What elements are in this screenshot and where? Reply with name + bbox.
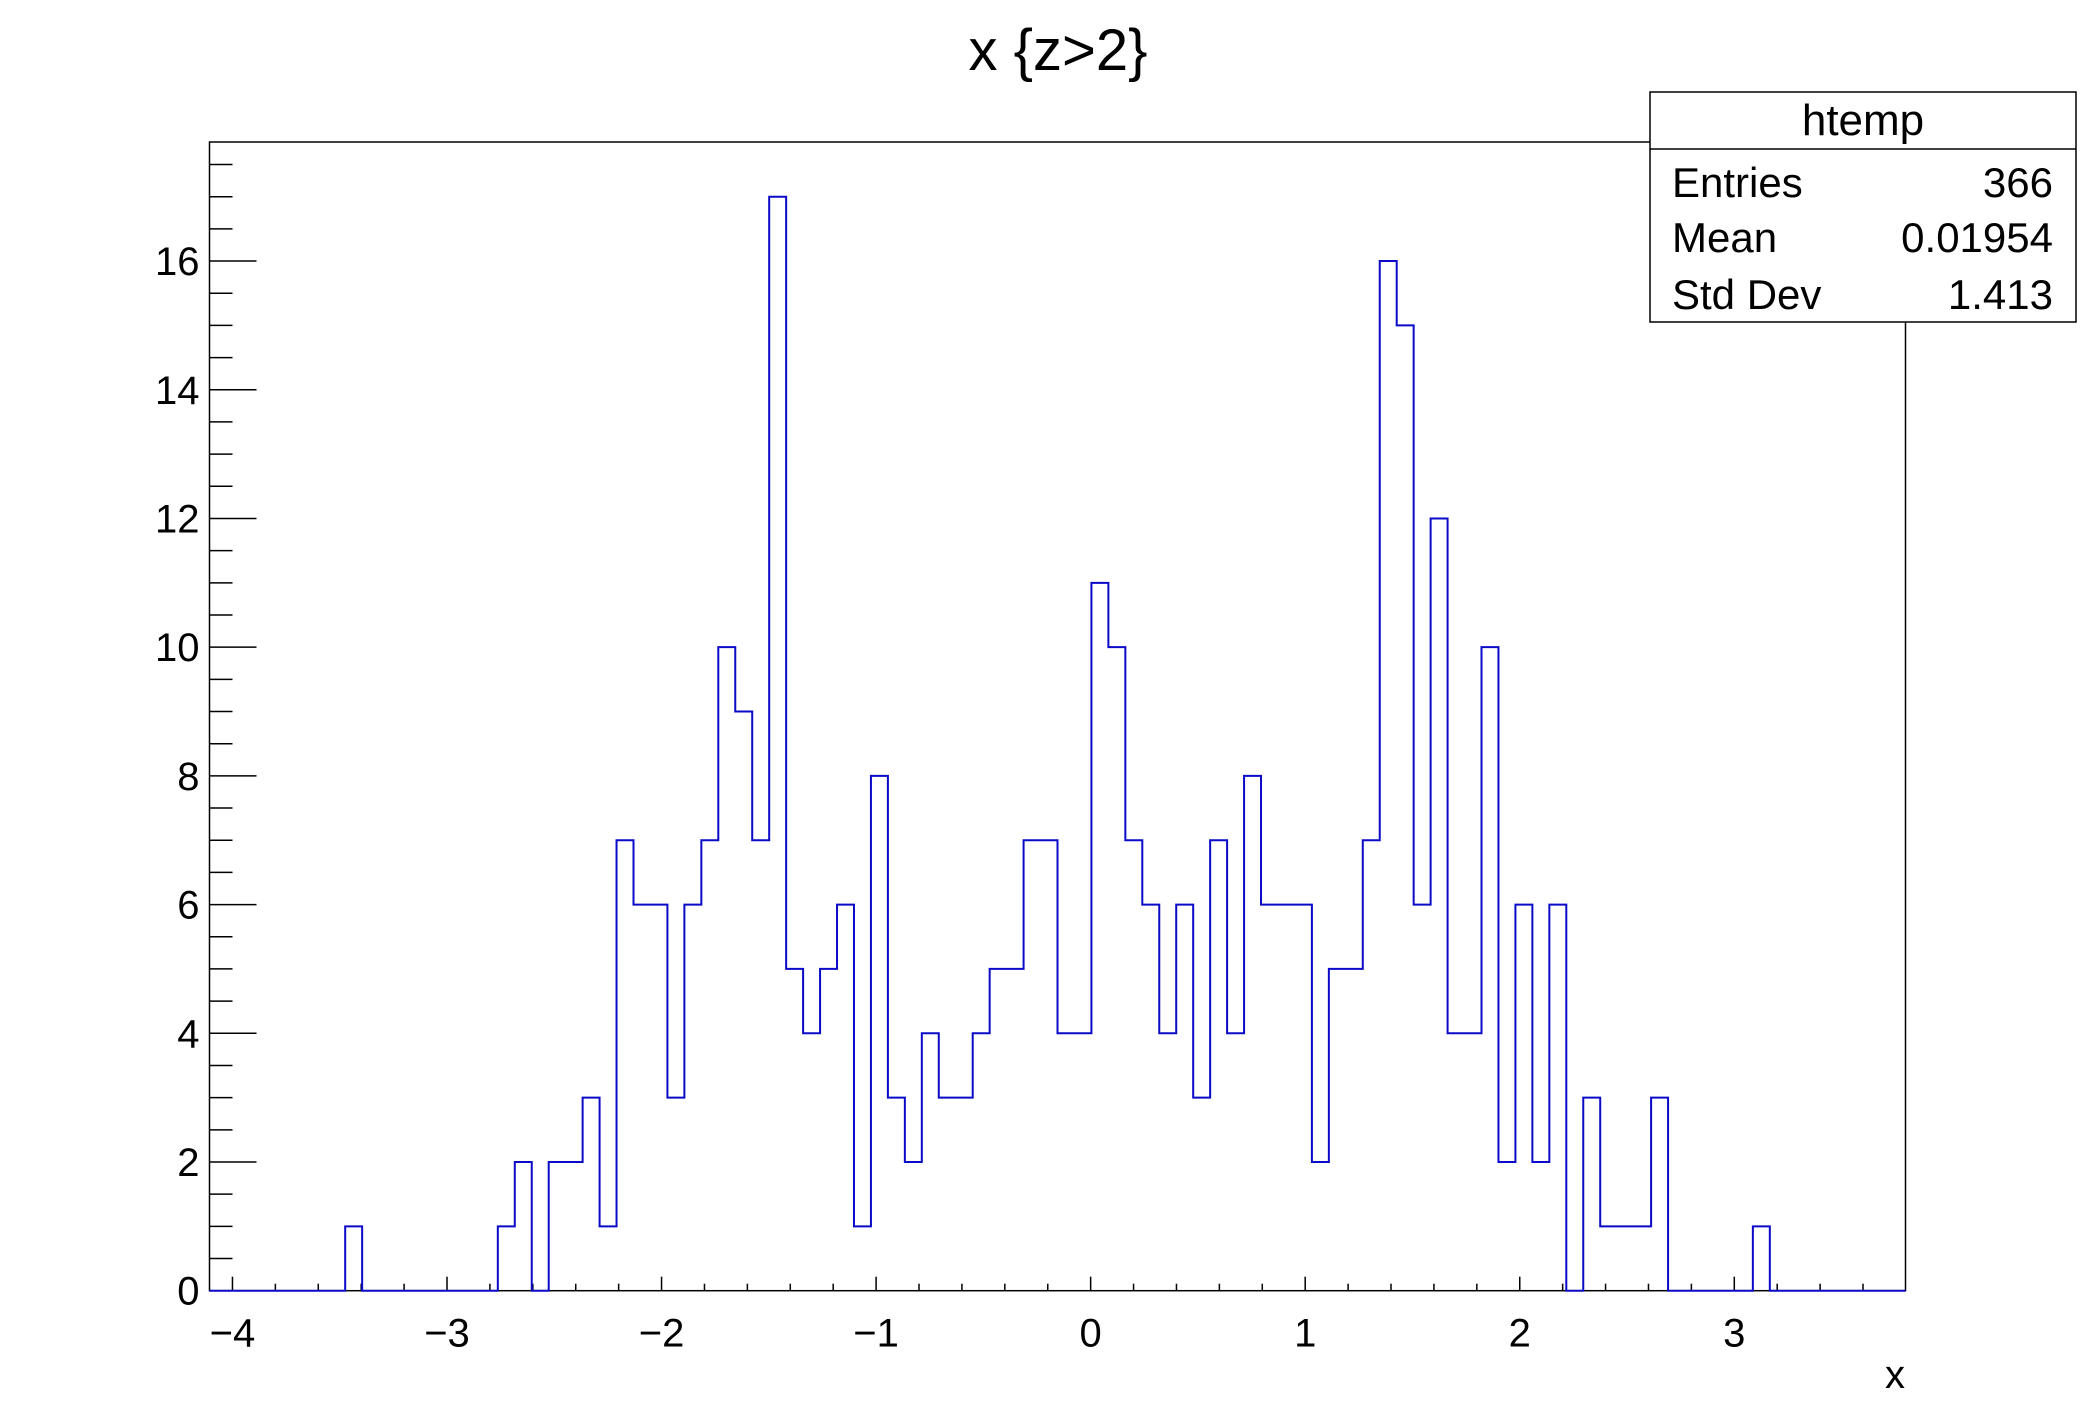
axis-ticks [209,163,1864,1292]
y-tick-label: 2 [177,1141,199,1185]
chart-title: x {z>2} [969,18,1148,83]
x-tick-label: 0 [1080,1312,1102,1356]
y-tick-label: 16 [155,240,200,284]
x-tick-label: 1 [1294,1312,1316,1356]
plot-frame [208,141,1907,1292]
stats-stddev-value: 1.413 [1948,271,2053,318]
stats-box: htemp Entries 366 Mean 0.01954 Std Dev 1… [1649,91,2077,323]
y-tick-label: 0 [177,1270,199,1314]
histogram-line [209,195,1906,1292]
y-tick-label: 6 [177,884,199,928]
stats-entries-value: 366 [1983,159,2053,206]
x-tick-label: −2 [639,1312,685,1356]
x-axis-title: x [1885,1353,1905,1397]
x-tick-label: −4 [210,1312,256,1356]
x-tick-label: −1 [853,1312,899,1356]
stats-entries-label: Entries [1672,159,1803,206]
y-tick-label: 14 [155,369,200,413]
x-tick-label: 2 [1509,1312,1531,1356]
stats-mean-label: Mean [1672,214,1777,261]
stats-stddev-label: Std Dev [1672,271,1821,318]
stats-mean-value: 0.01954 [1901,214,2053,261]
x-tick-label: 3 [1723,1312,1745,1356]
y-tick-label: 4 [177,1012,199,1056]
y-tick-label: 12 [155,497,200,541]
x-tick-label: −3 [424,1312,470,1356]
y-tick-label: 10 [155,626,200,670]
y-tick-label: 8 [177,755,199,799]
stats-box-title: htemp [1802,96,1924,145]
